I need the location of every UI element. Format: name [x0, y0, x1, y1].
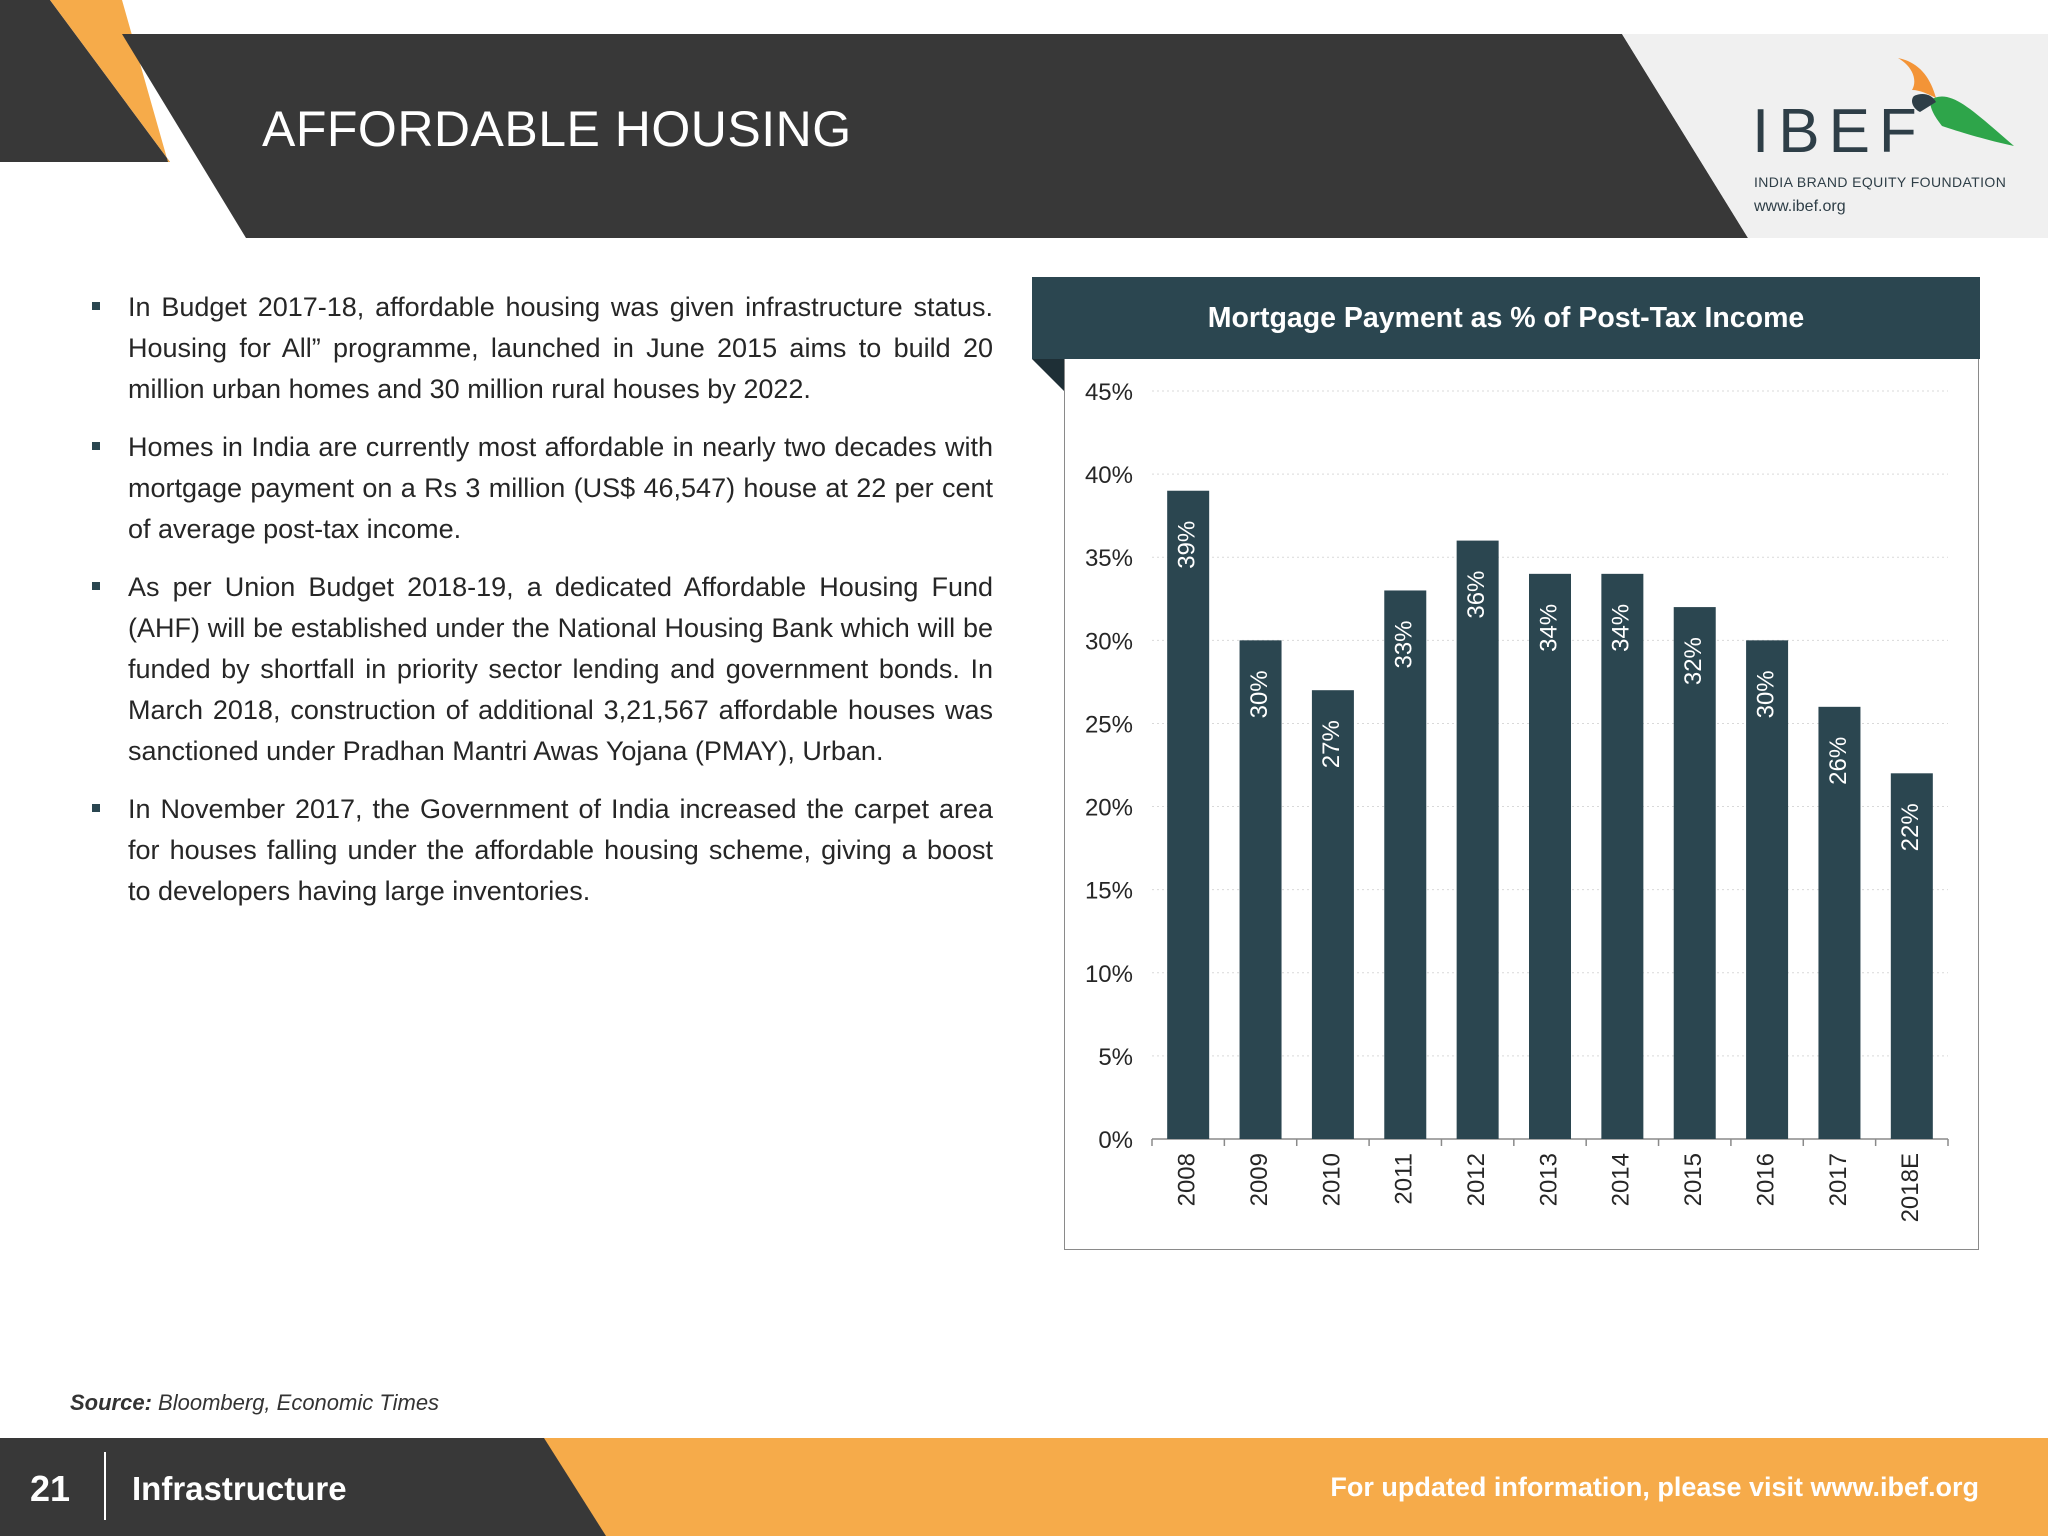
bar-data-label: 30% [1246, 670, 1273, 718]
bullet-list: In Budget 2017-18, affordable housing wa… [90, 287, 993, 929]
section-name: Infrastructure [132, 1470, 347, 1507]
bullet-text: Homes in India are currently most afford… [128, 432, 993, 544]
x-tick-label: 2009 [1246, 1153, 1273, 1206]
footer-website-link[interactable]: For updated information, please visit ww… [1330, 1472, 1979, 1502]
footer-background [0, 1438, 2048, 1536]
page-number: 21 [30, 1468, 71, 1509]
x-tick-label: 2016 [1752, 1153, 1779, 1206]
bar [1601, 573, 1644, 1139]
bullet-text: In November 2017, the Government of Indi… [128, 794, 993, 906]
source-text: Bloomberg, Economic Times [151, 1390, 440, 1415]
page-title: AFFORDABLE HOUSING [262, 101, 852, 157]
bar [1239, 640, 1282, 1139]
header-background [0, 0, 2048, 238]
bar [1890, 773, 1933, 1139]
x-tick-label: 2015 [1680, 1153, 1707, 1206]
x-tick-label: 2010 [1318, 1153, 1345, 1206]
bar-data-label: 32% [1680, 637, 1707, 685]
bullet-square-icon [92, 302, 100, 310]
bar-data-label: 39% [1174, 521, 1201, 569]
header-corner-block [0, 0, 170, 162]
bullet-square-icon [92, 804, 100, 812]
bullet-item: In Budget 2017-18, affordable housing wa… [90, 287, 993, 410]
x-tick-label: 2011 [1391, 1153, 1418, 1205]
bar-chart: 0% 5% 10% 15% 20% 25% 30% 35% 40% 45% 39% 2008 30% 20… [1085, 379, 1949, 1222]
header-accent-stripe [50, 0, 170, 162]
footer-divider [104, 1452, 106, 1520]
y-tick-label: 5% [1098, 1044, 1133, 1071]
bar [1746, 640, 1789, 1139]
bar-data-label: 27% [1318, 720, 1345, 768]
header-title-bar [122, 34, 1748, 238]
source-note: Source: Bloomberg, Economic Times [70, 1390, 439, 1416]
y-tick-label: 0% [1098, 1127, 1133, 1154]
y-tick-label: 35% [1085, 545, 1133, 572]
x-tick-label: 2017 [1825, 1153, 1852, 1206]
bar [1818, 706, 1861, 1139]
bar [1673, 607, 1716, 1139]
ibef-bird-icon [1898, 58, 2014, 146]
y-tick-label: 20% [1085, 795, 1133, 822]
bar [1167, 490, 1210, 1139]
bar-data-label: 34% [1535, 604, 1562, 652]
bullet-square-icon [92, 442, 100, 450]
x-tick-label: 2013 [1535, 1153, 1562, 1206]
bar [1311, 690, 1354, 1139]
header-logo-panel [1622, 34, 2048, 238]
y-tick-label: 40% [1085, 462, 1133, 489]
ibef-logo-wordmark: IBEF [1752, 97, 1926, 166]
bullet-square-icon [92, 582, 100, 590]
chart-banner-tab [1032, 359, 1064, 391]
bar-data-label: 26% [1825, 737, 1852, 785]
y-tick-label: 25% [1085, 711, 1133, 738]
bar-data-label: 22% [1897, 803, 1924, 851]
bullet-item: Homes in India are currently most afford… [90, 427, 993, 550]
y-tick-label: 45% [1085, 379, 1133, 406]
bullet-text: As per Union Budget 2018-19, a dedicated… [128, 572, 993, 766]
bar [1384, 590, 1427, 1139]
y-tick-label: 10% [1085, 961, 1133, 988]
x-tick-label: 2014 [1608, 1153, 1635, 1206]
y-tick-label: 30% [1085, 628, 1133, 655]
bullet-item: In November 2017, the Government of Indi… [90, 789, 993, 912]
bar [1529, 573, 1571, 1139]
bar-data-label: 34% [1608, 604, 1635, 652]
chart-title: Mortgage Payment as % of Post-Tax Income [1032, 277, 1980, 359]
bar [1456, 540, 1499, 1139]
bar-data-label: 30% [1752, 670, 1779, 718]
ibef-logo-url: www.ibef.org [1754, 198, 1846, 215]
footer-dark-block [0, 1438, 606, 1536]
bullet-text: In Budget 2017-18, affordable housing wa… [128, 292, 993, 404]
ibef-logo-tagline: INDIA BRAND EQUITY FOUNDATION [1754, 174, 2007, 190]
bar-data-label: 33% [1391, 620, 1418, 668]
bullet-item: As per Union Budget 2018-19, a dedicated… [90, 567, 993, 772]
y-tick-label: 15% [1085, 878, 1133, 905]
bar-data-label: 36% [1463, 571, 1490, 619]
source-label: Source: [70, 1390, 152, 1415]
x-tick-label: 2008 [1174, 1153, 1201, 1206]
x-tick-label: 2012 [1463, 1153, 1490, 1206]
x-tick-label: 2018E [1897, 1153, 1924, 1222]
